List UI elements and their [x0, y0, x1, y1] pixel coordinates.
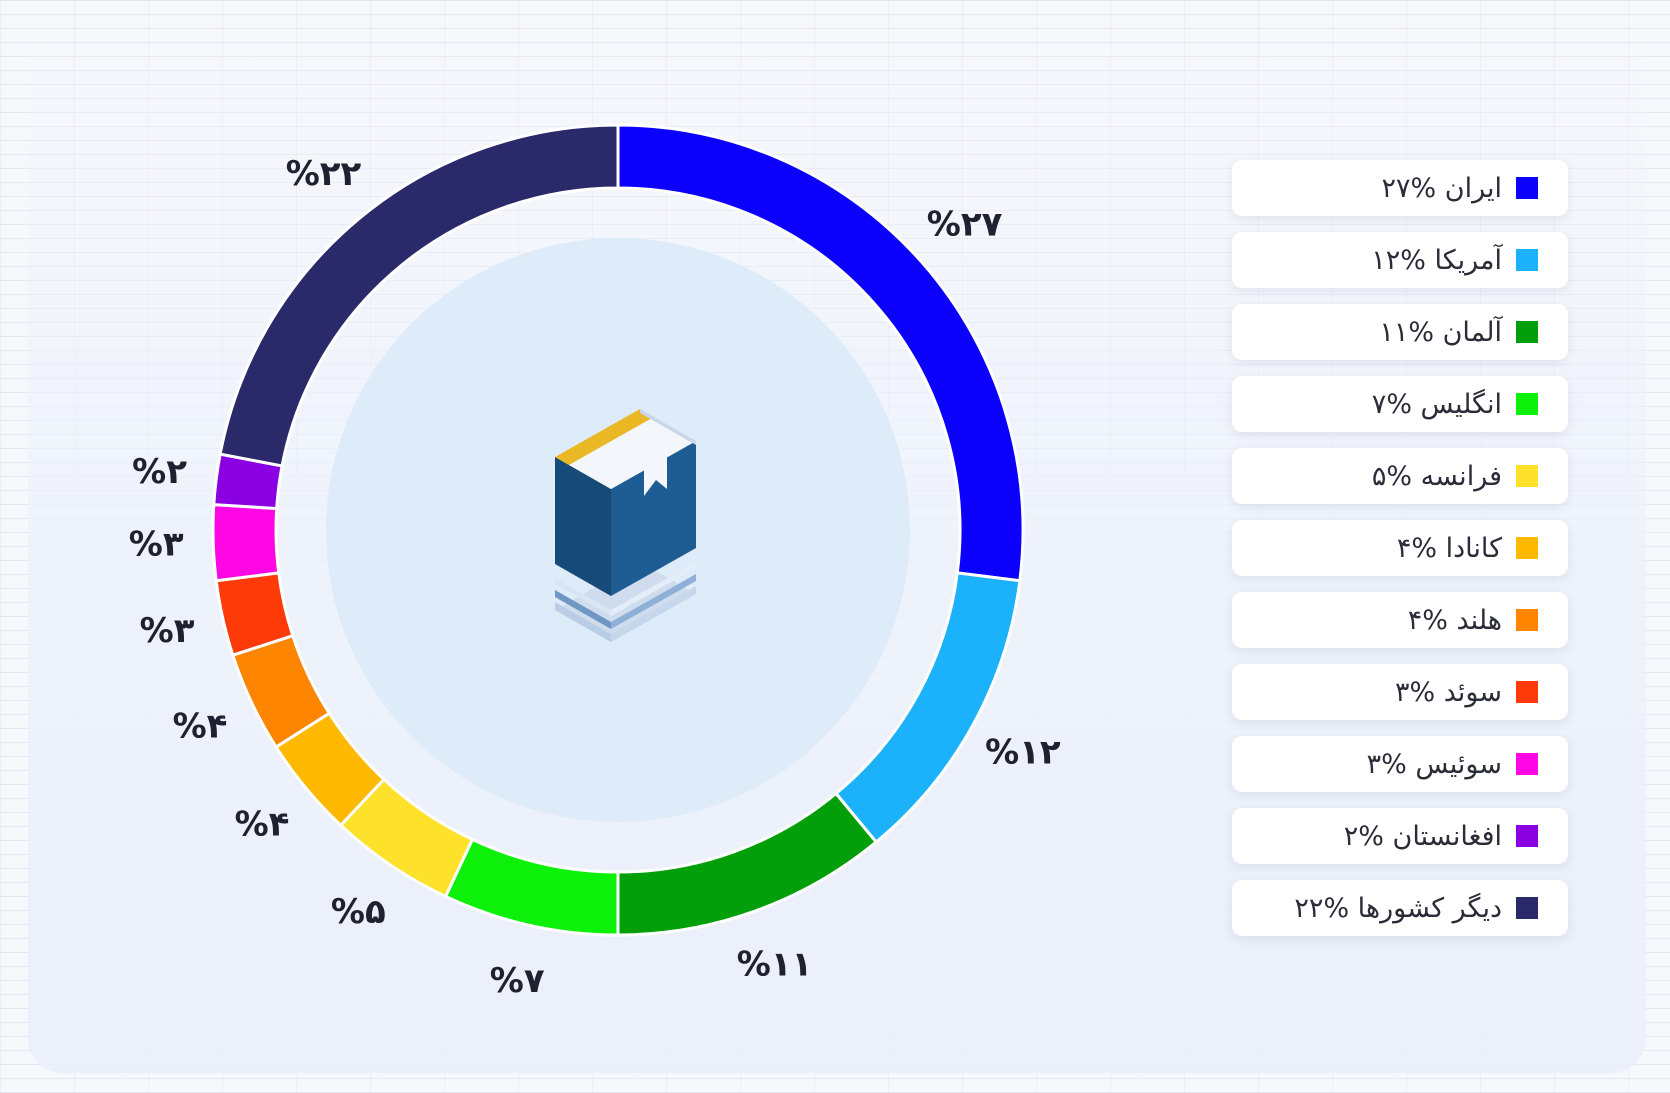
legend-swatch [1516, 249, 1538, 271]
slice-انگلیس [443, 837, 620, 937]
legend-swatch [1516, 177, 1538, 199]
legend-label: انگلیس %۷ [1371, 388, 1502, 420]
legend-item-ایران: ایران %۲۷ [1232, 160, 1568, 216]
legend-item-کانادا: کانادا %۴ [1232, 520, 1568, 576]
value-label-سوئد: %۳ [140, 611, 195, 651]
legend-label: سوئد %۳ [1394, 676, 1502, 708]
legend-swatch [1516, 753, 1538, 775]
value-label-سوئیس: %۳ [129, 525, 184, 565]
legend-item-هلند: هلند %۴ [1232, 592, 1568, 648]
legend-swatch [1516, 321, 1538, 343]
value-label-افغانستان: %۲ [132, 452, 187, 492]
value-label-آمریکا: %۱۲ [985, 733, 1061, 773]
legend-swatch [1516, 897, 1538, 919]
legend-swatch [1516, 465, 1538, 487]
value-label-ایران: %۲۷ [927, 205, 1003, 245]
legend-swatch [1516, 537, 1538, 559]
slice-value-labels: %۲۷ %۱۲ %۱۱ %۷ %۵ %۴ %۴ %۳ %۳ %۲ %۲۲ [129, 154, 1061, 1001]
value-label-کانادا: %۴ [235, 805, 290, 845]
legend-swatch [1516, 609, 1538, 631]
legend-swatch [1516, 825, 1538, 847]
book-icon [555, 409, 696, 642]
legend-label: سوئیس %۳ [1366, 748, 1502, 780]
legend-item-افغانستان: افغانستان %۲ [1232, 808, 1568, 864]
legend-item-آلمان: آلمان %۱۱ [1232, 304, 1568, 360]
legend-item-دیگر-کشورها: دیگر کشورها %۲۲ [1232, 880, 1568, 936]
value-label-فرانسه: %۵ [331, 892, 386, 932]
legend-swatch [1516, 393, 1538, 415]
slice-سوئیس [211, 502, 281, 583]
legend-label: فرانسه %۵ [1371, 460, 1502, 492]
slice-دیگر-کشورها [218, 123, 620, 468]
legend-item-آمریکا: آمریکا %۱۲ [1232, 232, 1568, 288]
legend-label: کانادا %۴ [1396, 532, 1502, 564]
legend-label: هلند %۴ [1407, 604, 1502, 636]
value-label-آلمان: %۱۱ [737, 945, 813, 985]
legend-label: افغانستان %۲ [1343, 820, 1502, 852]
donut-slices [211, 123, 1025, 937]
legend-label: دیگر کشورها %۲۲ [1294, 892, 1502, 924]
legend-label: آلمان %۱۱ [1379, 316, 1502, 348]
legend-item-انگلیس: انگلیس %۷ [1232, 376, 1568, 432]
legend-item-سوئیس: سوئیس %۳ [1232, 736, 1568, 792]
value-label-انگلیس: %۷ [490, 961, 545, 1001]
legend-item-فرانسه: فرانسه %۵ [1232, 448, 1568, 504]
legend-item-سوئد: سوئد %۳ [1232, 664, 1568, 720]
legend-label: آمریکا %۱۲ [1371, 244, 1502, 276]
value-label-دیگر-کشورها: %۲۲ [286, 154, 362, 194]
legend-label: ایران %۲۷ [1381, 172, 1503, 204]
value-label-هلند: %۴ [173, 707, 228, 747]
legend-swatch [1516, 681, 1538, 703]
